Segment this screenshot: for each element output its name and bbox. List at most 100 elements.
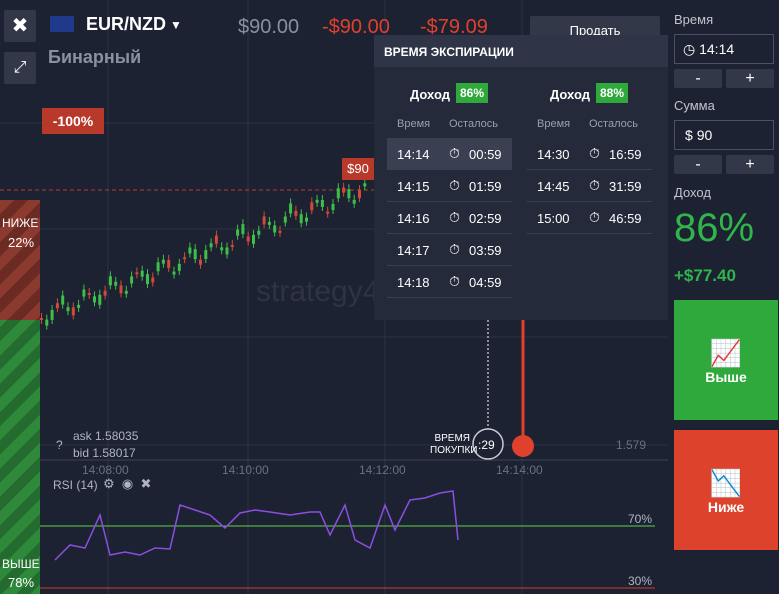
candle	[183, 257, 187, 260]
candle	[103, 290, 107, 296]
candle	[220, 247, 224, 251]
mode: Бинарный	[48, 47, 142, 67]
expiry-left: 16:59	[609, 147, 642, 162]
candle	[156, 262, 160, 272]
amount-input[interactable]: $ 90	[674, 120, 774, 150]
candle	[108, 276, 112, 286]
candle	[214, 235, 218, 244]
expiry-time: 14:17	[397, 243, 430, 258]
expiry-left: 00:59	[469, 147, 502, 162]
flag	[50, 16, 74, 32]
candle	[230, 244, 234, 247]
open-tag: $90	[342, 158, 374, 180]
expiry-row[interactable]: 14:15 ⏱ 01:59	[387, 170, 512, 202]
candle	[55, 303, 59, 309]
text: ПОКУПКИ	[430, 445, 478, 456]
expiry-row[interactable]: 15:00 ⏱ 46:59	[527, 202, 652, 234]
expiry-left: 03:59	[469, 243, 502, 258]
candle	[246, 236, 250, 242]
candle	[61, 295, 65, 305]
candle	[124, 290, 128, 294]
candle	[315, 199, 319, 203]
down-label: НИЖЕ	[2, 216, 39, 230]
expiry-left: 31:59	[609, 179, 642, 194]
up-text: Выше	[705, 369, 747, 385]
amount-label: Сумма	[674, 98, 715, 113]
currency: $	[685, 127, 693, 143]
price: $90.00	[238, 16, 300, 38]
expiry-row[interactable]: 14:17 ⏱ 03:59	[387, 234, 512, 266]
expiry-time: 14:18	[397, 275, 430, 290]
expand-button[interactable]: ⤢	[4, 52, 36, 84]
candle	[172, 271, 176, 275]
time: 14:14	[699, 41, 735, 57]
price: -$90.00	[322, 16, 390, 38]
expiry-row[interactable]: 14:18 ⏱ 04:59	[387, 266, 512, 298]
time-label: 14:12:00	[359, 463, 406, 477]
candle	[177, 263, 181, 271]
ask: ask 1.58035	[73, 429, 139, 443]
timer-icon: ⏱	[449, 145, 460, 161]
down-button[interactable]: 📉 Ниже	[674, 430, 778, 550]
expiry-row[interactable]: 14:45 ⏱ 31:59	[527, 170, 652, 202]
up-button[interactable]: 📈 Выше	[674, 300, 778, 420]
candle	[342, 187, 346, 193]
candle	[209, 243, 213, 248]
expiry-row[interactable]: 14:30 ⏱ 16:59	[527, 138, 652, 170]
timer-icon: ⏱	[449, 273, 460, 289]
time-label: 14:08:00	[82, 463, 129, 477]
candle	[352, 199, 356, 204]
close-button[interactable]: ✖	[4, 10, 36, 42]
candle	[225, 247, 229, 255]
minus-button[interactable]: -	[674, 155, 722, 174]
candle	[336, 188, 340, 199]
time-input[interactable]: ◷ 14:14	[674, 34, 774, 64]
sentiment-down	[0, 200, 40, 320]
time-header: Время	[397, 118, 431, 130]
timer-icon: ⏱	[449, 177, 460, 193]
rsi-label: RSI (14)	[53, 478, 98, 492]
candle	[193, 249, 197, 260]
rsi-lower: 30%	[628, 574, 653, 588]
candle	[326, 211, 330, 214]
loss-tag: -100%	[42, 108, 104, 134]
candle	[50, 309, 54, 320]
candle	[87, 293, 91, 296]
dropdown-caret[interactable]: ▼	[170, 18, 182, 32]
plus-button[interactable]: +	[726, 69, 774, 88]
income-badge: 88%	[596, 83, 629, 103]
candle	[262, 216, 266, 225]
candle	[161, 259, 165, 264]
expiry-time: 14:15	[397, 179, 430, 194]
expiry-time: 14:45	[537, 179, 570, 194]
candle	[305, 217, 308, 222]
candle	[114, 281, 118, 286]
timer-icon: ⏱	[589, 177, 600, 193]
plus-button[interactable]: +	[726, 155, 774, 174]
time-label: 14:10:00	[222, 463, 269, 477]
expiry-row[interactable]: 14:16 ⏱ 02:59	[387, 202, 512, 234]
up-label: ВЫШЕ	[2, 557, 40, 571]
candle	[45, 319, 49, 326]
candle	[347, 189, 351, 199]
time-header: Время	[537, 118, 571, 130]
candle	[294, 210, 298, 216]
expiry-row[interactable]: 14:14 ⏱ 00:59	[387, 138, 512, 170]
expiry-left: 01:59	[469, 179, 502, 194]
minus-button[interactable]: -	[674, 69, 722, 88]
expiry-title: ВРЕМЯ ЭКСПИРАЦИИ	[384, 45, 514, 59]
left-header: Осталось	[449, 118, 498, 130]
candle	[278, 230, 282, 233]
income-badge: 86%	[456, 83, 489, 103]
candle	[358, 190, 361, 199]
candle	[71, 307, 75, 316]
candle	[135, 272, 139, 275]
buy-time-label: ВРЕМЯ ПОКУПКИ	[430, 433, 477, 457]
candle	[167, 259, 171, 268]
pair[interactable]: EUR/NZD	[86, 14, 166, 34]
rsi-icons[interactable]: ⚙ ◉ ✖	[103, 476, 152, 491]
timer-icon: ⏱	[449, 209, 460, 225]
candle	[241, 224, 245, 235]
candle	[66, 307, 70, 312]
